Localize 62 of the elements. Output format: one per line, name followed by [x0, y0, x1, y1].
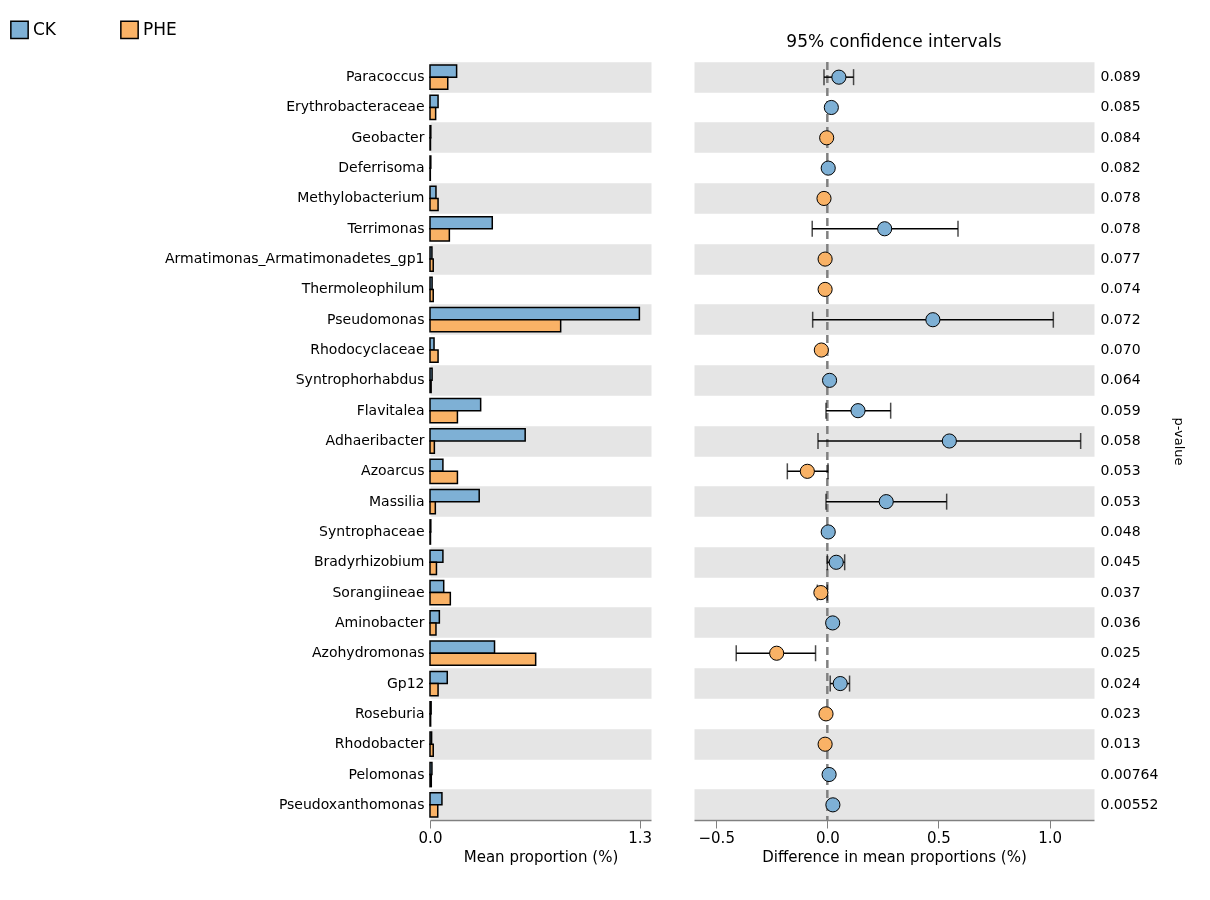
y-tick-label: Terrimonas [346, 219, 425, 236]
y-tick-label: 0.078 [1100, 189, 1141, 206]
y-tick-label: 0.085 [1100, 98, 1141, 115]
y-tick-label: Deferrisoma [338, 159, 425, 176]
y-tick-label: Rhodobacter [334, 735, 425, 752]
y-tick-label: 0.084 [1100, 128, 1141, 145]
y-tick-label: Adhaeribacter [325, 432, 425, 448]
y-tick-label: Thermoleophilum [300, 280, 425, 297]
y-tick-label: 0.070 [1100, 341, 1141, 358]
y-tick-label: Armatimonas_Armatimonadetes_gp1 [164, 250, 425, 267]
chart-title: 95% confidence intervals [786, 30, 1002, 51]
y-tick-label: 0.077 [1100, 250, 1141, 267]
y-tick-label: Pseudomonas [327, 310, 425, 327]
y-tick-label: 0.00764 [1100, 765, 1159, 782]
y-tick-label: Sorangiineae [332, 583, 425, 600]
y-tick-label: Gp12 [386, 674, 425, 691]
y-tick-label: 0.037 [1100, 583, 1141, 600]
y-tick-label: Aminobacter [334, 613, 425, 630]
y-tick-label: Geobacter [351, 128, 425, 145]
legend-label: CK [33, 18, 57, 39]
y-tick-label: Roseburia [354, 704, 425, 721]
y-tick-label: 0.013 [1100, 735, 1141, 752]
y-tick-label: 0.078 [1100, 219, 1141, 236]
y-tick-label: 0.048 [1100, 522, 1141, 539]
y-tick-label: Syntrophorhabdus [295, 371, 425, 388]
x-tick-label: 0.0 [815, 828, 840, 847]
y-tick-label: Azohydromonas [312, 644, 425, 661]
x-tick-label: 1.0 [1038, 828, 1062, 847]
y-tick-label: 0.089 [1100, 68, 1141, 85]
y-tick-label: 0.053 [1100, 492, 1141, 509]
y-tick-label: Pelomonas [348, 765, 425, 782]
x-tick-label: 0.0 [418, 828, 443, 847]
x-tick-label: 1.3 [628, 828, 653, 847]
x-tick-label: −0.5 [698, 828, 735, 847]
y-tick-label: Bradyrhizobium [313, 553, 425, 570]
y-tick-label: 0.023 [1100, 704, 1141, 721]
y-tick-label: 0.059 [1100, 401, 1141, 418]
y-tick-label: Paracoccus [345, 68, 425, 85]
x-tick-label: 0.5 [927, 828, 951, 847]
y-tick-label: Rhodocyclaceae [310, 341, 425, 358]
x-axis-title: Mean proportion (%) [463, 847, 619, 866]
y-tick-label: 0.074 [1100, 280, 1141, 297]
y-tick-label: 0.025 [1100, 644, 1141, 661]
y-tick-label: Massilia [369, 492, 425, 509]
y-tick-label: Pseudoxanthomonas [278, 795, 425, 812]
y-tick-label: 0.058 [1100, 432, 1141, 448]
y-tick-label: 0.036 [1100, 613, 1141, 630]
y-tick-label: 0.064 [1100, 371, 1141, 388]
y2-axis-title: p-value [1172, 417, 1188, 466]
y-tick-label: Flavitalea [356, 401, 425, 418]
y-tick-label: 0.024 [1100, 674, 1141, 691]
y-tick-label: 0.082 [1100, 159, 1141, 176]
y-tick-label: 0.072 [1100, 310, 1141, 327]
x-axis-title: Difference in mean proportions (%) [762, 847, 1027, 866]
y-tick-label: Erythrobacteraceae [286, 98, 425, 115]
legend-label: PHE [143, 18, 177, 39]
y-tick-label: 0.045 [1100, 553, 1141, 570]
y-tick-label: 0.00552 [1100, 795, 1159, 812]
y-tick-label: 0.053 [1100, 462, 1141, 479]
y-tick-label: Syntrophaceae [319, 522, 425, 539]
y-tick-label: Methylobacterium [297, 189, 425, 206]
y-tick-label: Azoarcus [361, 462, 425, 479]
